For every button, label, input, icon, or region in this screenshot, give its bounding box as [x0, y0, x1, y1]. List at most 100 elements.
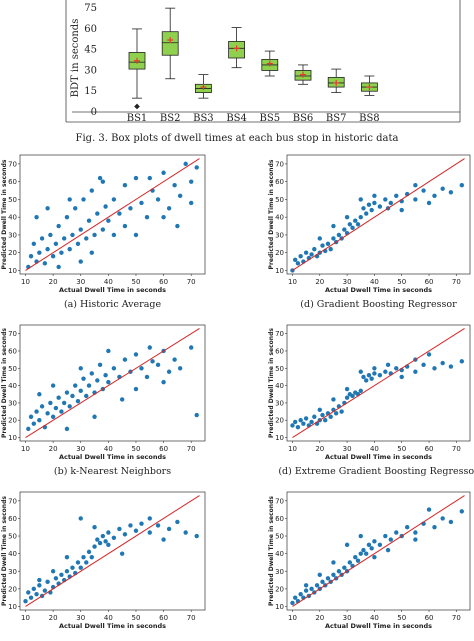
x-tick-label: 10	[21, 614, 30, 622]
scatter-point	[448, 519, 454, 525]
scatter-point	[177, 366, 183, 371]
category-label: BS5	[260, 113, 281, 124]
x-tick-label: 20	[49, 445, 58, 453]
y-tick-label: 60	[275, 347, 284, 355]
scatter-point	[336, 232, 342, 238]
y-tick-label: 10	[8, 603, 17, 611]
scatter-point	[147, 175, 152, 181]
x-tick-label: 40	[104, 614, 113, 622]
scatter-point	[388, 200, 393, 206]
scatter-point	[383, 533, 388, 539]
plot-frame	[19, 154, 206, 275]
scatter-point	[325, 241, 331, 247]
scatter-point	[81, 376, 86, 381]
scatter-point	[353, 554, 358, 560]
scatter-point	[183, 530, 188, 535]
x-tick-label: 40	[104, 445, 113, 453]
scatter-point	[64, 569, 70, 574]
x-tick-label: 70	[452, 614, 461, 622]
scatter-point	[70, 565, 75, 570]
x-tick-label: 30	[343, 445, 352, 453]
panel-caption: (b) k-Nearest Neighbors	[54, 466, 171, 477]
y-tick-label: 50	[275, 196, 284, 204]
scatter-point	[133, 528, 139, 533]
y-tick-label: 70	[8, 330, 17, 338]
category-label: BS1	[127, 113, 148, 124]
scatter-point	[194, 412, 199, 418]
scatter-point	[383, 369, 388, 374]
reference-line	[292, 328, 465, 438]
scatter-point	[358, 533, 363, 539]
y-tick-label: 10	[8, 267, 17, 275]
scatter-point	[344, 214, 350, 220]
y-tick-label: 60	[8, 347, 17, 355]
scatter-point	[122, 532, 128, 537]
y-tick-label: 20	[275, 417, 284, 425]
scatter-point	[133, 352, 139, 357]
reference-line	[25, 328, 200, 438]
scatter-point	[358, 369, 363, 374]
scatter-point	[45, 411, 50, 416]
scatter-point	[366, 202, 372, 207]
x-tick-label: 30	[343, 278, 352, 286]
y-tick-label: 30	[8, 568, 17, 576]
scatter-point	[106, 542, 111, 548]
scatter-point	[394, 366, 399, 371]
scatter-point	[166, 526, 172, 532]
scatter-point	[342, 565, 347, 570]
scatter-point	[383, 197, 388, 202]
scatter-point	[366, 373, 372, 378]
scatter-point	[92, 544, 97, 549]
scatter-point	[37, 418, 42, 423]
scatter-point	[119, 397, 125, 402]
x-tick-label: 50	[397, 278, 406, 286]
scatter-point	[75, 241, 81, 247]
scatter-point	[177, 193, 183, 199]
x-tick-label: 40	[370, 278, 379, 286]
scatter-point	[139, 521, 144, 526]
scatter-point	[372, 200, 377, 206]
x-axis-label: Actual Dwell Time in seconds	[325, 453, 432, 461]
scatter-point	[361, 206, 366, 211]
scatter-point	[67, 246, 72, 252]
scatter-point	[320, 243, 325, 248]
scatter-point	[48, 400, 53, 406]
y-tick-label: 40	[8, 550, 17, 558]
scatter-point	[78, 366, 83, 371]
scatter-point	[364, 551, 369, 556]
scatter-panel-4: 10 20 30 40 50 60 70 10 20 30 40 50 60 70 Actual Dwell…	[268, 324, 474, 477]
scatter-point	[290, 600, 295, 606]
scatter-point	[100, 227, 106, 232]
scatter-point	[89, 250, 94, 255]
scatter-point	[175, 223, 180, 229]
scatter-point	[295, 424, 301, 430]
scatter-point	[347, 222, 353, 227]
scatter-point	[155, 197, 161, 202]
scatter-point	[150, 359, 155, 364]
y-tick-label: 50	[275, 533, 284, 541]
reference-line	[25, 495, 200, 607]
scatter-point	[432, 525, 437, 530]
scatter-point	[37, 583, 42, 588]
y-tick-label: 45	[84, 45, 97, 56]
scatter-point	[399, 374, 404, 380]
scatter-point	[336, 569, 342, 574]
y-tick-label: 70	[8, 497, 17, 505]
scatter-point	[31, 421, 37, 426]
scatter-point	[67, 404, 72, 409]
y-tick-label: 10	[275, 603, 284, 611]
scatter-point	[350, 393, 355, 399]
x-tick-label: 50	[132, 445, 141, 453]
reference-line	[25, 158, 200, 271]
scatter-point	[45, 206, 50, 211]
scatter-point	[53, 241, 59, 247]
scatter-point	[59, 572, 64, 577]
scatter-point	[50, 254, 56, 259]
scatter-point	[342, 227, 347, 232]
scatter-point	[290, 423, 295, 428]
scatter-point	[64, 390, 70, 395]
scatter-point	[421, 362, 426, 368]
x-tick-label: 60	[425, 278, 434, 286]
y-tick-label: 10	[8, 434, 17, 442]
